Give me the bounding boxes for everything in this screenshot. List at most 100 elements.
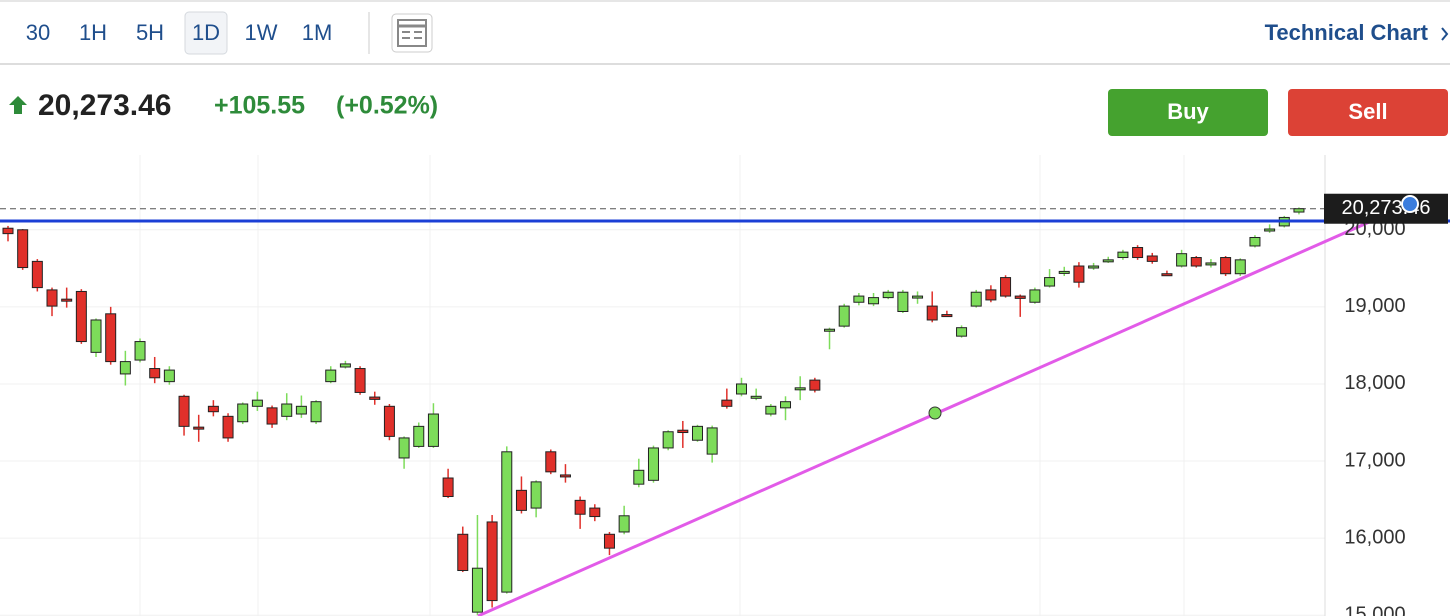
- candle-body: [134, 341, 146, 361]
- y-tick-label: 18,000: [1344, 372, 1405, 394]
- interval-button[interactable]: 1D: [192, 20, 220, 45]
- candle-body: [17, 229, 29, 269]
- candle-body: [369, 396, 381, 400]
- candle-body: [574, 499, 586, 515]
- candle-body: [941, 314, 953, 318]
- candle-body: [750, 395, 762, 399]
- candle-body: [413, 425, 425, 447]
- candle-body: [163, 369, 175, 383]
- candle-body: [985, 289, 997, 301]
- candle-body: [824, 328, 836, 332]
- candle-body: [105, 313, 117, 363]
- candle-body: [1073, 265, 1085, 283]
- candle-body: [603, 533, 615, 549]
- candle-body: [149, 368, 161, 379]
- candle-body: [618, 515, 630, 533]
- candle-body: [882, 291, 894, 299]
- candle-body: [1249, 236, 1261, 247]
- candle-body: [1088, 265, 1100, 269]
- interval-button[interactable]: 5H: [136, 20, 164, 45]
- interval-button[interactable]: 1H: [79, 20, 107, 45]
- layout-icon[interactable]: [391, 13, 433, 53]
- candle-body: [251, 399, 263, 407]
- candle-body: [1161, 273, 1173, 277]
- candle-body: [794, 387, 806, 391]
- candle-body: [193, 426, 205, 430]
- y-tick-label: 19,000: [1344, 295, 1405, 317]
- candle-body: [912, 295, 924, 299]
- candle-body: [207, 405, 219, 413]
- trend-line-drawing[interactable]: [477, 202, 1411, 616]
- candle-body: [853, 295, 865, 303]
- candle-body: [31, 260, 43, 289]
- candle-body: [501, 451, 513, 593]
- buy-label[interactable]: Buy: [1167, 99, 1209, 124]
- candle-body: [471, 567, 483, 613]
- candle-body: [1000, 277, 1012, 297]
- candle-body: [442, 477, 454, 498]
- candle-body: [1293, 208, 1305, 213]
- trend-end-handle: [1401, 195, 1419, 213]
- candle-body: [1014, 295, 1026, 299]
- candle-body: [647, 447, 659, 481]
- candle-body: [46, 289, 58, 307]
- candle-body: [457, 533, 469, 572]
- candle-body: [926, 305, 938, 321]
- candle-body: [119, 361, 131, 375]
- technical-chart-link[interactable]: Technical Chart: [1265, 20, 1429, 45]
- candle-body: [897, 291, 909, 312]
- candle-body: [691, 425, 703, 441]
- candle-body: [61, 298, 73, 302]
- candles: [2, 207, 1305, 616]
- up-arrow: [9, 96, 27, 114]
- active-interval-box: [184, 11, 228, 55]
- candle-body: [339, 363, 351, 368]
- interval-button[interactable]: 30: [26, 20, 50, 45]
- trend-handle[interactable]: [928, 406, 942, 420]
- grid: [0, 155, 1325, 616]
- candle-body: [281, 403, 293, 417]
- y-tick-label: 15,000: [1344, 604, 1405, 616]
- candle-body: [545, 451, 557, 473]
- candle-body: [266, 407, 278, 425]
- candle-body: [295, 405, 307, 415]
- candle-body: [1117, 251, 1129, 259]
- candle-body: [486, 521, 498, 602]
- candle-body: [1132, 247, 1144, 259]
- candle-body: [1234, 259, 1246, 275]
- change: +105.55: [214, 92, 305, 120]
- interval-button[interactable]: 1W: [245, 20, 278, 45]
- candle-body: [1102, 259, 1114, 263]
- y-tick-label: 16,000: [1344, 526, 1405, 548]
- candle-body: [809, 379, 821, 391]
- candle-body: [90, 319, 102, 353]
- candle-body: [398, 437, 410, 459]
- interval-button[interactable]: 1M: [302, 20, 333, 45]
- candle-body: [310, 401, 322, 423]
- sell-button[interactable]: [1288, 89, 1448, 136]
- candle-body: [721, 399, 733, 407]
- link-chevron: [1441, 27, 1449, 41]
- candle-body: [706, 427, 718, 455]
- candle-body: [383, 405, 395, 437]
- candle-body: [75, 290, 87, 343]
- candle-body: [1190, 257, 1202, 267]
- candle-body: [956, 327, 968, 337]
- candle-body: [559, 474, 571, 478]
- price-label-box: [1324, 193, 1448, 224]
- candle-body: [325, 369, 337, 383]
- candle-body: [354, 368, 366, 393]
- candle-body: [677, 429, 689, 434]
- candle-body: [515, 489, 527, 511]
- candle-body: [868, 297, 880, 305]
- sell-label[interactable]: Sell: [1348, 99, 1387, 124]
- candle-body: [838, 305, 850, 327]
- candle-body: [1264, 228, 1276, 232]
- change-percent: (+0.52%): [336, 92, 438, 120]
- buy-button[interactable]: [1108, 89, 1268, 136]
- candle-body: [530, 481, 542, 509]
- candle-body: [1220, 257, 1232, 275]
- candle-body: [765, 405, 777, 415]
- candle-body: [2, 227, 14, 235]
